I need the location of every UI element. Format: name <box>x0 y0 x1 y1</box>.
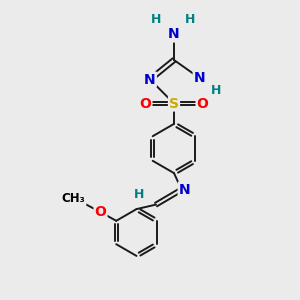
Text: N: N <box>179 183 190 196</box>
Text: O: O <box>196 97 208 110</box>
Text: H: H <box>185 13 196 26</box>
Text: H: H <box>151 13 161 26</box>
Text: CH₃: CH₃ <box>61 192 85 205</box>
Text: N: N <box>194 71 205 85</box>
Text: O: O <box>94 205 106 219</box>
Text: N: N <box>144 73 156 86</box>
Text: S: S <box>169 97 179 110</box>
Text: H: H <box>211 83 221 97</box>
Text: N: N <box>168 28 180 41</box>
Text: H: H <box>134 188 145 202</box>
Text: O: O <box>140 97 152 110</box>
